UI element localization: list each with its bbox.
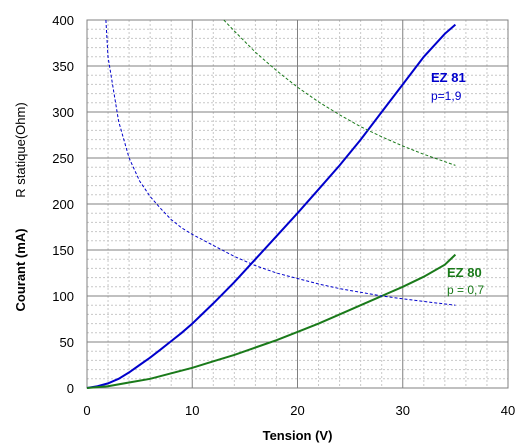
grid (87, 20, 508, 388)
y-tick-labels: 0 50 100 150 200 250 300 350 400 (52, 13, 74, 396)
x-tick-label: 10 (185, 403, 199, 418)
y-tick-label: 150 (52, 243, 74, 258)
series-labels: EZ 81 p=1,9 EZ 80 p = 0,7 (431, 70, 484, 297)
x-tick-label: 40 (501, 403, 515, 418)
y-tick-label: 400 (52, 13, 74, 28)
resistance-curve-3 (223, 19, 456, 166)
y-tick-label: 200 (52, 197, 74, 212)
current-curve-ez80 (86, 253, 457, 389)
y-tick-label: 50 (60, 335, 74, 350)
y-axis-secondary-title: R statique(Ohm) (13, 102, 28, 197)
x-tick-label: 30 (396, 403, 410, 418)
x-tick-labels: 0 10 20 30 40 (83, 403, 515, 418)
series-note-ez81: p=1,9 (431, 89, 462, 103)
y-tick-label: 300 (52, 105, 74, 120)
x-tick-label: 20 (290, 403, 304, 418)
y-tick-label: 350 (52, 59, 74, 74)
curves (86, 19, 457, 389)
series-label-ez81: EZ 81 (431, 70, 466, 85)
series-note-ez80: p = 0,7 (447, 283, 484, 297)
x-tick-label: 0 (83, 403, 90, 418)
series-label-ez80: EZ 80 (447, 265, 482, 280)
y-tick-label: 100 (52, 289, 74, 304)
plot-area-frame (86, 19, 509, 389)
y-tick-label: 0 (67, 381, 74, 396)
resistance-curve-2 (105, 19, 456, 306)
x-axis-title: Tension (V) (263, 428, 333, 443)
y-tick-label: 250 (52, 151, 74, 166)
y-axis-title: Courant (mA) (13, 228, 28, 311)
current-curve-ez81 (86, 23, 457, 389)
